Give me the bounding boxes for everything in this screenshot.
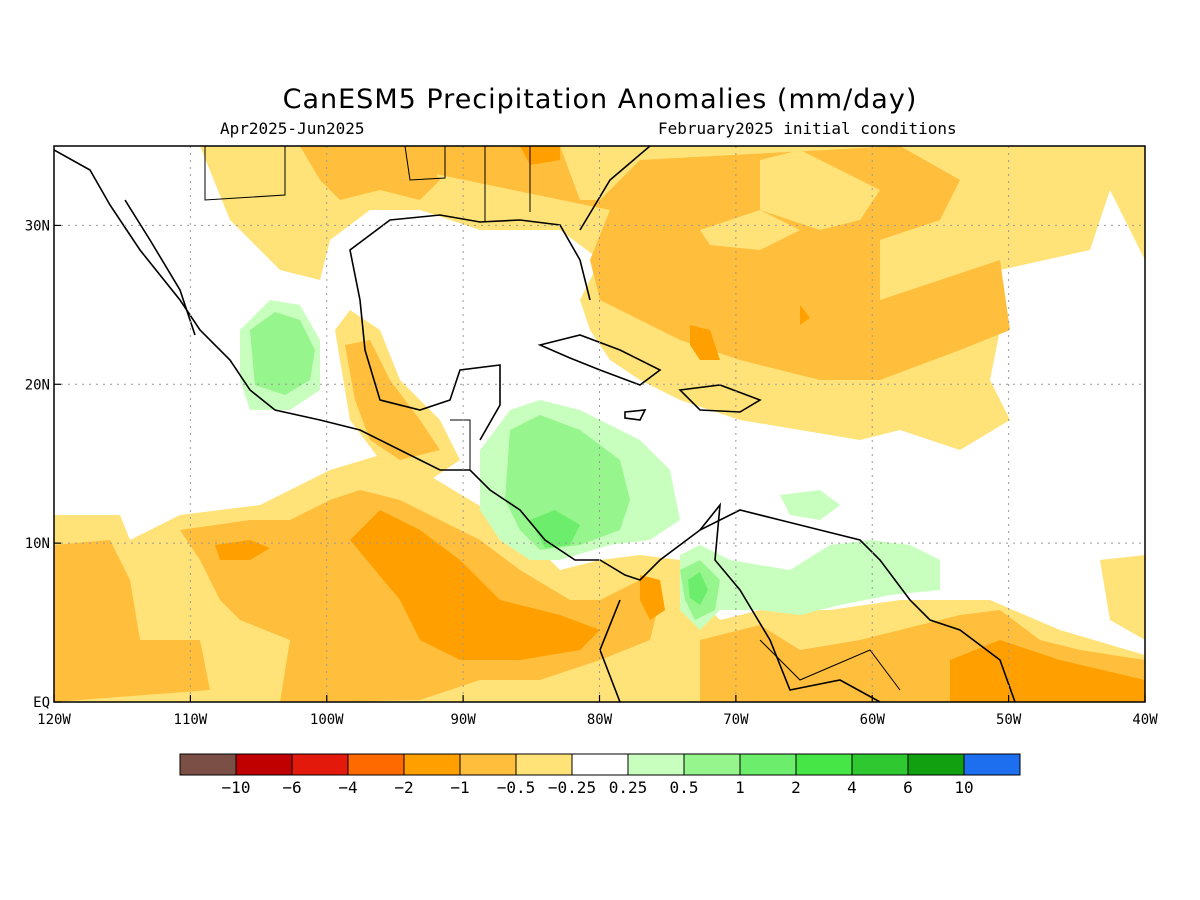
colorbar-label: 4 [847, 778, 857, 797]
country-borders [204, 146, 901, 691]
coastlines [54, 146, 1016, 702]
colorbar-label: 10 [954, 778, 973, 797]
colorbar-label: −0.5 [497, 778, 536, 797]
map-title: CanESM5 Precipitation Anomalies (mm/day) [282, 84, 918, 115]
colorbar-label: 6 [903, 778, 913, 797]
lon-tick-label: 90W [450, 712, 476, 728]
colorbar-swatch [851, 753, 909, 776]
lon-tick-label: 100W [310, 712, 344, 728]
colorbar: −10 −6 −4 −2 −1 −0.5 −0.25 0.25 0.5 1 2 4 6 10 [179, 753, 1021, 797]
lat-tick-label: 20N [25, 377, 50, 393]
colorbar-swatch [963, 753, 1021, 776]
colorbar-swatch [403, 753, 461, 776]
colorbar-swatch [179, 753, 237, 776]
colorbar-swatch [627, 753, 685, 776]
lat-tick-label: EQ [33, 695, 50, 711]
lon-tick-label: 110W [174, 712, 208, 728]
lon-tick-label: 60W [860, 712, 886, 728]
colorbar-swatch [571, 753, 629, 776]
colorbar-swatch [515, 753, 573, 776]
colorbar-label: −0.25 [548, 778, 596, 797]
colorbar-label: −6 [282, 778, 301, 797]
colorbar-swatch [907, 753, 965, 776]
colorbar-label: 0.25 [609, 778, 648, 797]
lon-tick-label: 40W [1132, 712, 1158, 728]
colorbar-swatch [459, 753, 517, 776]
colorbar-label: −4 [338, 778, 357, 797]
lon-tick-label: 70W [723, 712, 749, 728]
lat-tick-label: 30N [25, 218, 50, 234]
colorbar-label: −10 [222, 778, 251, 797]
colorbar-swatch [683, 753, 741, 776]
colorbar-swatch [291, 753, 349, 776]
colorbar-swatch [235, 753, 293, 776]
colorbar-label: 2 [791, 778, 801, 797]
colorbar-label: 0.5 [670, 778, 699, 797]
lat-tick-label: 10N [25, 536, 50, 552]
anomaly-contour-green [250, 312, 720, 620]
colorbar-swatch [795, 753, 853, 776]
colorbar-label: −1 [450, 778, 469, 797]
colorbar-label: 1 [735, 778, 745, 797]
anomaly-contour-deep-orange [215, 146, 1145, 702]
colorbar-label: −2 [394, 778, 413, 797]
anomaly-field [54, 146, 1145, 702]
initial-conditions: February2025 initial conditions [658, 119, 957, 138]
axis-ticks: 120W 110W 100W 90W 80W 70W 60W 50W 40W EQ 10N 20N 30… [25, 218, 1159, 728]
lon-tick-label: 80W [587, 712, 613, 728]
colorbar-swatch [739, 753, 797, 776]
grid-lines [54, 146, 1145, 702]
lon-tick-label: 120W [37, 712, 71, 728]
anomaly-contour-bright-green [530, 510, 708, 605]
colorbar-swatch [347, 753, 405, 776]
forecast-period: Apr2025-Jun2025 [220, 119, 365, 138]
lon-tick-label: 50W [996, 712, 1022, 728]
